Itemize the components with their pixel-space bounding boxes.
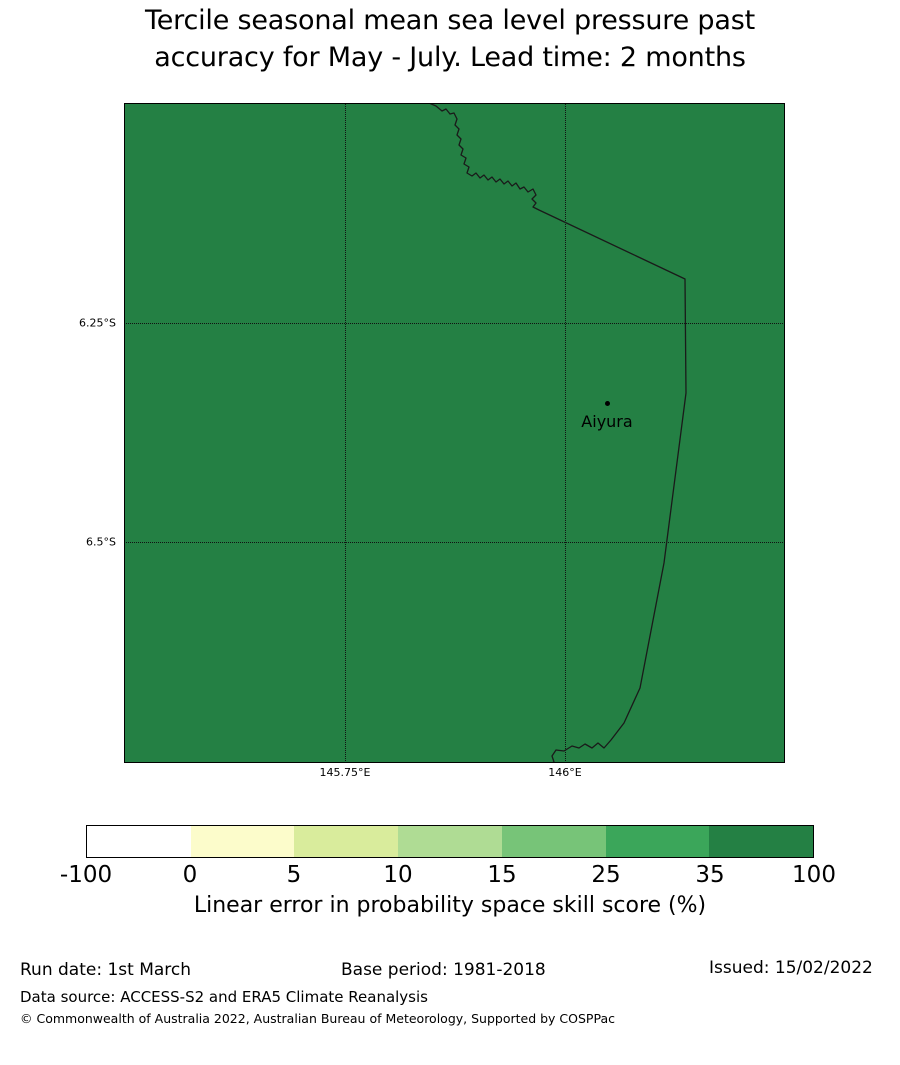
colorbar-tick-labels: -100 0 5 10 15 25 35 100 — [60, 862, 836, 890]
gridline-lat-6.5S — [124, 542, 785, 543]
gridline-lat-6.25S — [124, 323, 785, 324]
page-title: Tercile seasonal mean sea level pressure… — [0, 2, 900, 76]
footer: Run date: 1st March Base period: 1981-20… — [0, 958, 900, 1058]
map-panel[interactable]: Aiyura — [124, 103, 785, 763]
map-skill-fill — [124, 103, 785, 763]
gridline-lon-145.75E — [345, 103, 346, 763]
footer-data-source: Data source: ACCESS-S2 and ERA5 Climate … — [20, 988, 428, 1006]
lat-tick-6.5S: 6.5°S — [86, 535, 116, 549]
lon-tick-145.75E: 145.75°E — [319, 766, 371, 779]
colorbar-segment-2 — [294, 826, 399, 857]
colorbar-segment-1 — [190, 826, 295, 857]
lat-tick-6.25S: 6.25°S — [79, 316, 116, 330]
colorbar-segment-4 — [501, 826, 606, 857]
colorbar-tick-5: 25 — [591, 862, 621, 888]
city-dot-icon — [605, 401, 610, 406]
longitude-axis: 145.75°E 146°E — [124, 766, 785, 786]
colorbar-tick-4: 15 — [487, 862, 517, 888]
coastline-border-path — [428, 103, 687, 763]
colorbar-tick-2: 5 — [286, 862, 302, 888]
colorbar-gradient — [86, 825, 814, 858]
colorbar-tick-6: 35 — [695, 862, 725, 888]
footer-copyright: © Commonwealth of Australia 2022, Austra… — [20, 1011, 615, 1026]
colorbar-tick-1: 0 — [182, 862, 198, 888]
lon-tick-146E: 146°E — [548, 766, 582, 779]
footer-base-period: Base period: 1981-2018 — [341, 960, 546, 980]
gridline-lon-146E — [565, 103, 566, 763]
page-title-line-1: Tercile seasonal mean sea level pressure… — [145, 5, 755, 36]
latitude-axis: 6.25°S 6.5°S — [0, 103, 116, 763]
colorbar-segment-3 — [398, 826, 502, 857]
footer-run-date: Run date: 1st March — [20, 960, 192, 980]
city-label-aiyura: Aiyura — [581, 412, 633, 431]
page-title-line-2: accuracy for May - July. Lead time: 2 mo… — [154, 42, 746, 73]
footer-issued-date: Issued: 15/02/2022 — [709, 958, 873, 978]
colorbar-axis-label: Linear error in probability space skill … — [193, 893, 707, 918]
colorbar-tick-7: 100 — [792, 862, 836, 888]
colorbar-segment-0 — [87, 826, 191, 857]
colorbar-tick-0: -100 — [59, 862, 113, 888]
colorbar — [86, 825, 814, 858]
colorbar-tick-3: 10 — [383, 862, 413, 888]
colorbar-segment-6 — [709, 826, 814, 857]
colorbar-segment-5 — [605, 826, 710, 857]
